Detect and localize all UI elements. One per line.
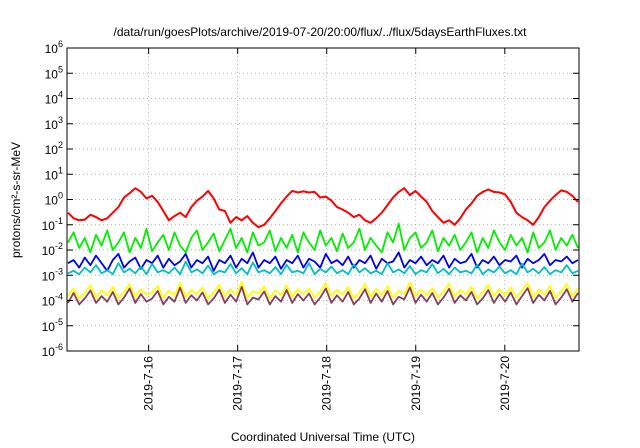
x-axis-label: Coordinated Universal Time (UTC) [231,430,415,444]
y-tick-label: 103 [45,115,63,132]
y-tick-label: 10-4 [42,292,63,309]
y-tick-label: 10-3 [42,266,63,283]
series-line [67,260,579,276]
x-tick-label: 2019-7-20 [498,356,512,411]
y-tick-label: 10-5 [42,317,63,334]
chart-title: /data/run/goesPlots/archive/2019-07-20/2… [114,25,528,39]
series-line [67,251,579,272]
y-axis: 106 105 104 103 102 101 100 10-1 10-2 10-3 10-4 10-… [42,39,579,359]
y-tick-label: 106 [45,39,63,56]
y-tick-label: 101 [45,165,63,182]
x-axis: 2019-7-16 2019-7-17 2019-7-18 2019-7-19 2019… [142,48,512,411]
y-tick-label: 10-1 [42,216,63,233]
series-group [67,187,579,306]
y-tick-label: 10-6 [42,342,63,359]
y-tick-label: 102 [45,140,63,157]
grid-lines [67,48,579,351]
x-tick-label: 2019-7-18 [320,356,334,411]
x-tick-label: 2019-7-16 [142,356,156,411]
y-tick-label: 104 [45,90,63,107]
y-axis-label: protons/cm²-s-sr-MeV [9,142,23,258]
series-line [67,187,579,229]
series-line [67,280,579,300]
x-tick-label: 2019-7-17 [231,356,245,411]
y-tick-label: 100 [45,191,63,208]
x-tick-label: 2019-7-19 [409,356,423,411]
y-tick-label: 10-2 [42,241,63,258]
series-line [67,285,579,306]
series-line [67,222,579,254]
y-tick-label: 105 [45,64,63,81]
